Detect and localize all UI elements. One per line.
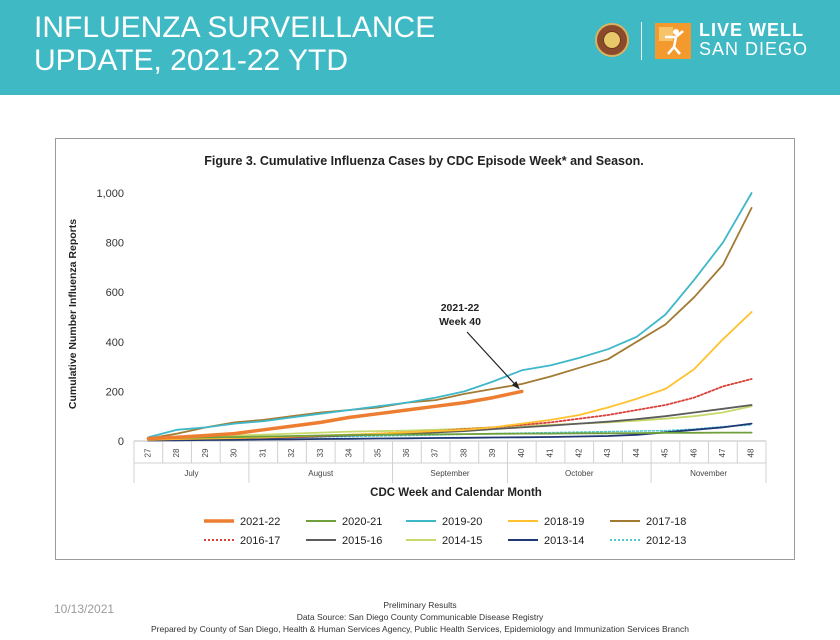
y-tick-label: 400 (106, 337, 124, 349)
x-tick-label: 30 (230, 448, 239, 457)
series-line-2021-22 (146, 389, 524, 441)
x-tick-label: 35 (373, 448, 382, 457)
series-line-2020-21 (147, 431, 753, 440)
legend-label: 2016-17 (240, 535, 280, 547)
y-tick-label: 0 (118, 436, 124, 448)
month-label: October (565, 469, 594, 478)
y-tick-label: 200 (106, 386, 124, 398)
annotation-arrowhead (511, 381, 520, 390)
legend-label: 2015-16 (342, 535, 382, 547)
footer-line-3: Prepared by County of San Diego, Health … (151, 624, 689, 634)
series-line-2019-20 (147, 192, 753, 439)
x-tick-label: 45 (661, 448, 670, 457)
annotation-season: 2021-22 (441, 302, 480, 314)
x-tick-label: 37 (431, 448, 440, 457)
x-tick-label: 27 (143, 448, 152, 457)
legend-label: 2021-22 (240, 516, 280, 528)
footer-line-2: Data Source: San Diego County Communicab… (296, 612, 544, 622)
chart-axes: 0 200 400 600 800 1,000 27 28 29 30 31 32 33 34 35 36 37… (96, 188, 767, 483)
legend-label: 2012-13 (646, 535, 686, 547)
x-tick-label: 39 (488, 448, 497, 457)
logo-divider (641, 22, 642, 60)
page-title: INFLUENZA SURVEILLANCE UPDATE, 2021-22 Y… (34, 11, 435, 77)
x-tick-label: 31 (258, 448, 267, 457)
annotation-arrow-line (466, 331, 519, 388)
legend-label: 2017-18 (646, 516, 686, 528)
annotation-week: Week 40 (439, 316, 481, 328)
series-line-2017-18 (147, 207, 753, 440)
x-tick-label: 36 (402, 448, 411, 457)
y-tick-label: 1,000 (96, 188, 124, 200)
chart-title: Figure 3. Cumulative Influenza Cases by … (204, 154, 643, 168)
x-tick-label: 48 (747, 448, 756, 457)
x-axis-label: CDC Week and Calendar Month (370, 487, 542, 499)
x-tick-label: 32 (287, 448, 296, 457)
x-tick-label: 38 (459, 448, 468, 457)
x-tick-label: 33 (316, 448, 325, 457)
x-tick-label: 47 (718, 448, 727, 457)
x-tick-label: 40 (517, 448, 526, 457)
legend-label: 2013-14 (544, 535, 584, 547)
x-tick-label: 34 (345, 448, 354, 457)
series-line-2018-19 (147, 311, 753, 441)
y-tick-label: 800 (106, 238, 124, 250)
county-seal-icon (595, 23, 629, 57)
month-label: July (184, 469, 198, 478)
annotation-layer: 2021-22 Week 40 (439, 302, 520, 390)
page-title-line2: UPDATE, 2021-22 YTD (34, 44, 349, 77)
y-tick-label: 600 (106, 287, 124, 299)
month-label: November (690, 469, 727, 478)
san-diego-logo-text: SAN DIEGO (699, 39, 809, 59)
page-title-line1: INFLUENZA SURVEILLANCE (34, 11, 436, 44)
report-date: 10/13/2021 (54, 602, 115, 616)
live-well-logo-icon (655, 23, 691, 59)
month-label: September (430, 469, 469, 478)
cumulative-influenza-chart: Figure 3. Cumulative Influenza Cases by … (67, 154, 767, 547)
x-tick-label: 29 (201, 448, 210, 457)
live-well-logo-text: LIVE WELL (699, 20, 804, 40)
header-banner: INFLUENZA SURVEILLANCE UPDATE, 2021-22 Y… (0, 0, 840, 95)
x-tick-label: 41 (546, 448, 555, 457)
legend-label: 2014-15 (442, 535, 482, 547)
x-tick-label: 46 (689, 448, 698, 457)
legend-label: 2020-21 (342, 516, 382, 528)
x-tick-label: 28 (172, 448, 181, 457)
legend: 2021-22 2020-21 2019-20 2018-19 2017-18 2016-… (204, 516, 686, 547)
chart-frame: Figure 3. Cumulative Influenza Cases by … (55, 138, 795, 560)
month-label: August (308, 469, 334, 478)
footer-line-1: Preliminary Results (383, 600, 457, 610)
x-tick-label: 44 (632, 448, 641, 457)
x-tick-label: 42 (574, 448, 583, 457)
y-axis-label: Cumulative Number Influenza Reports (67, 219, 79, 409)
series-layer (146, 192, 753, 442)
legend-label: 2018-19 (544, 516, 584, 528)
x-tick-label: 43 (603, 448, 612, 457)
legend-label: 2019-20 (442, 516, 482, 528)
